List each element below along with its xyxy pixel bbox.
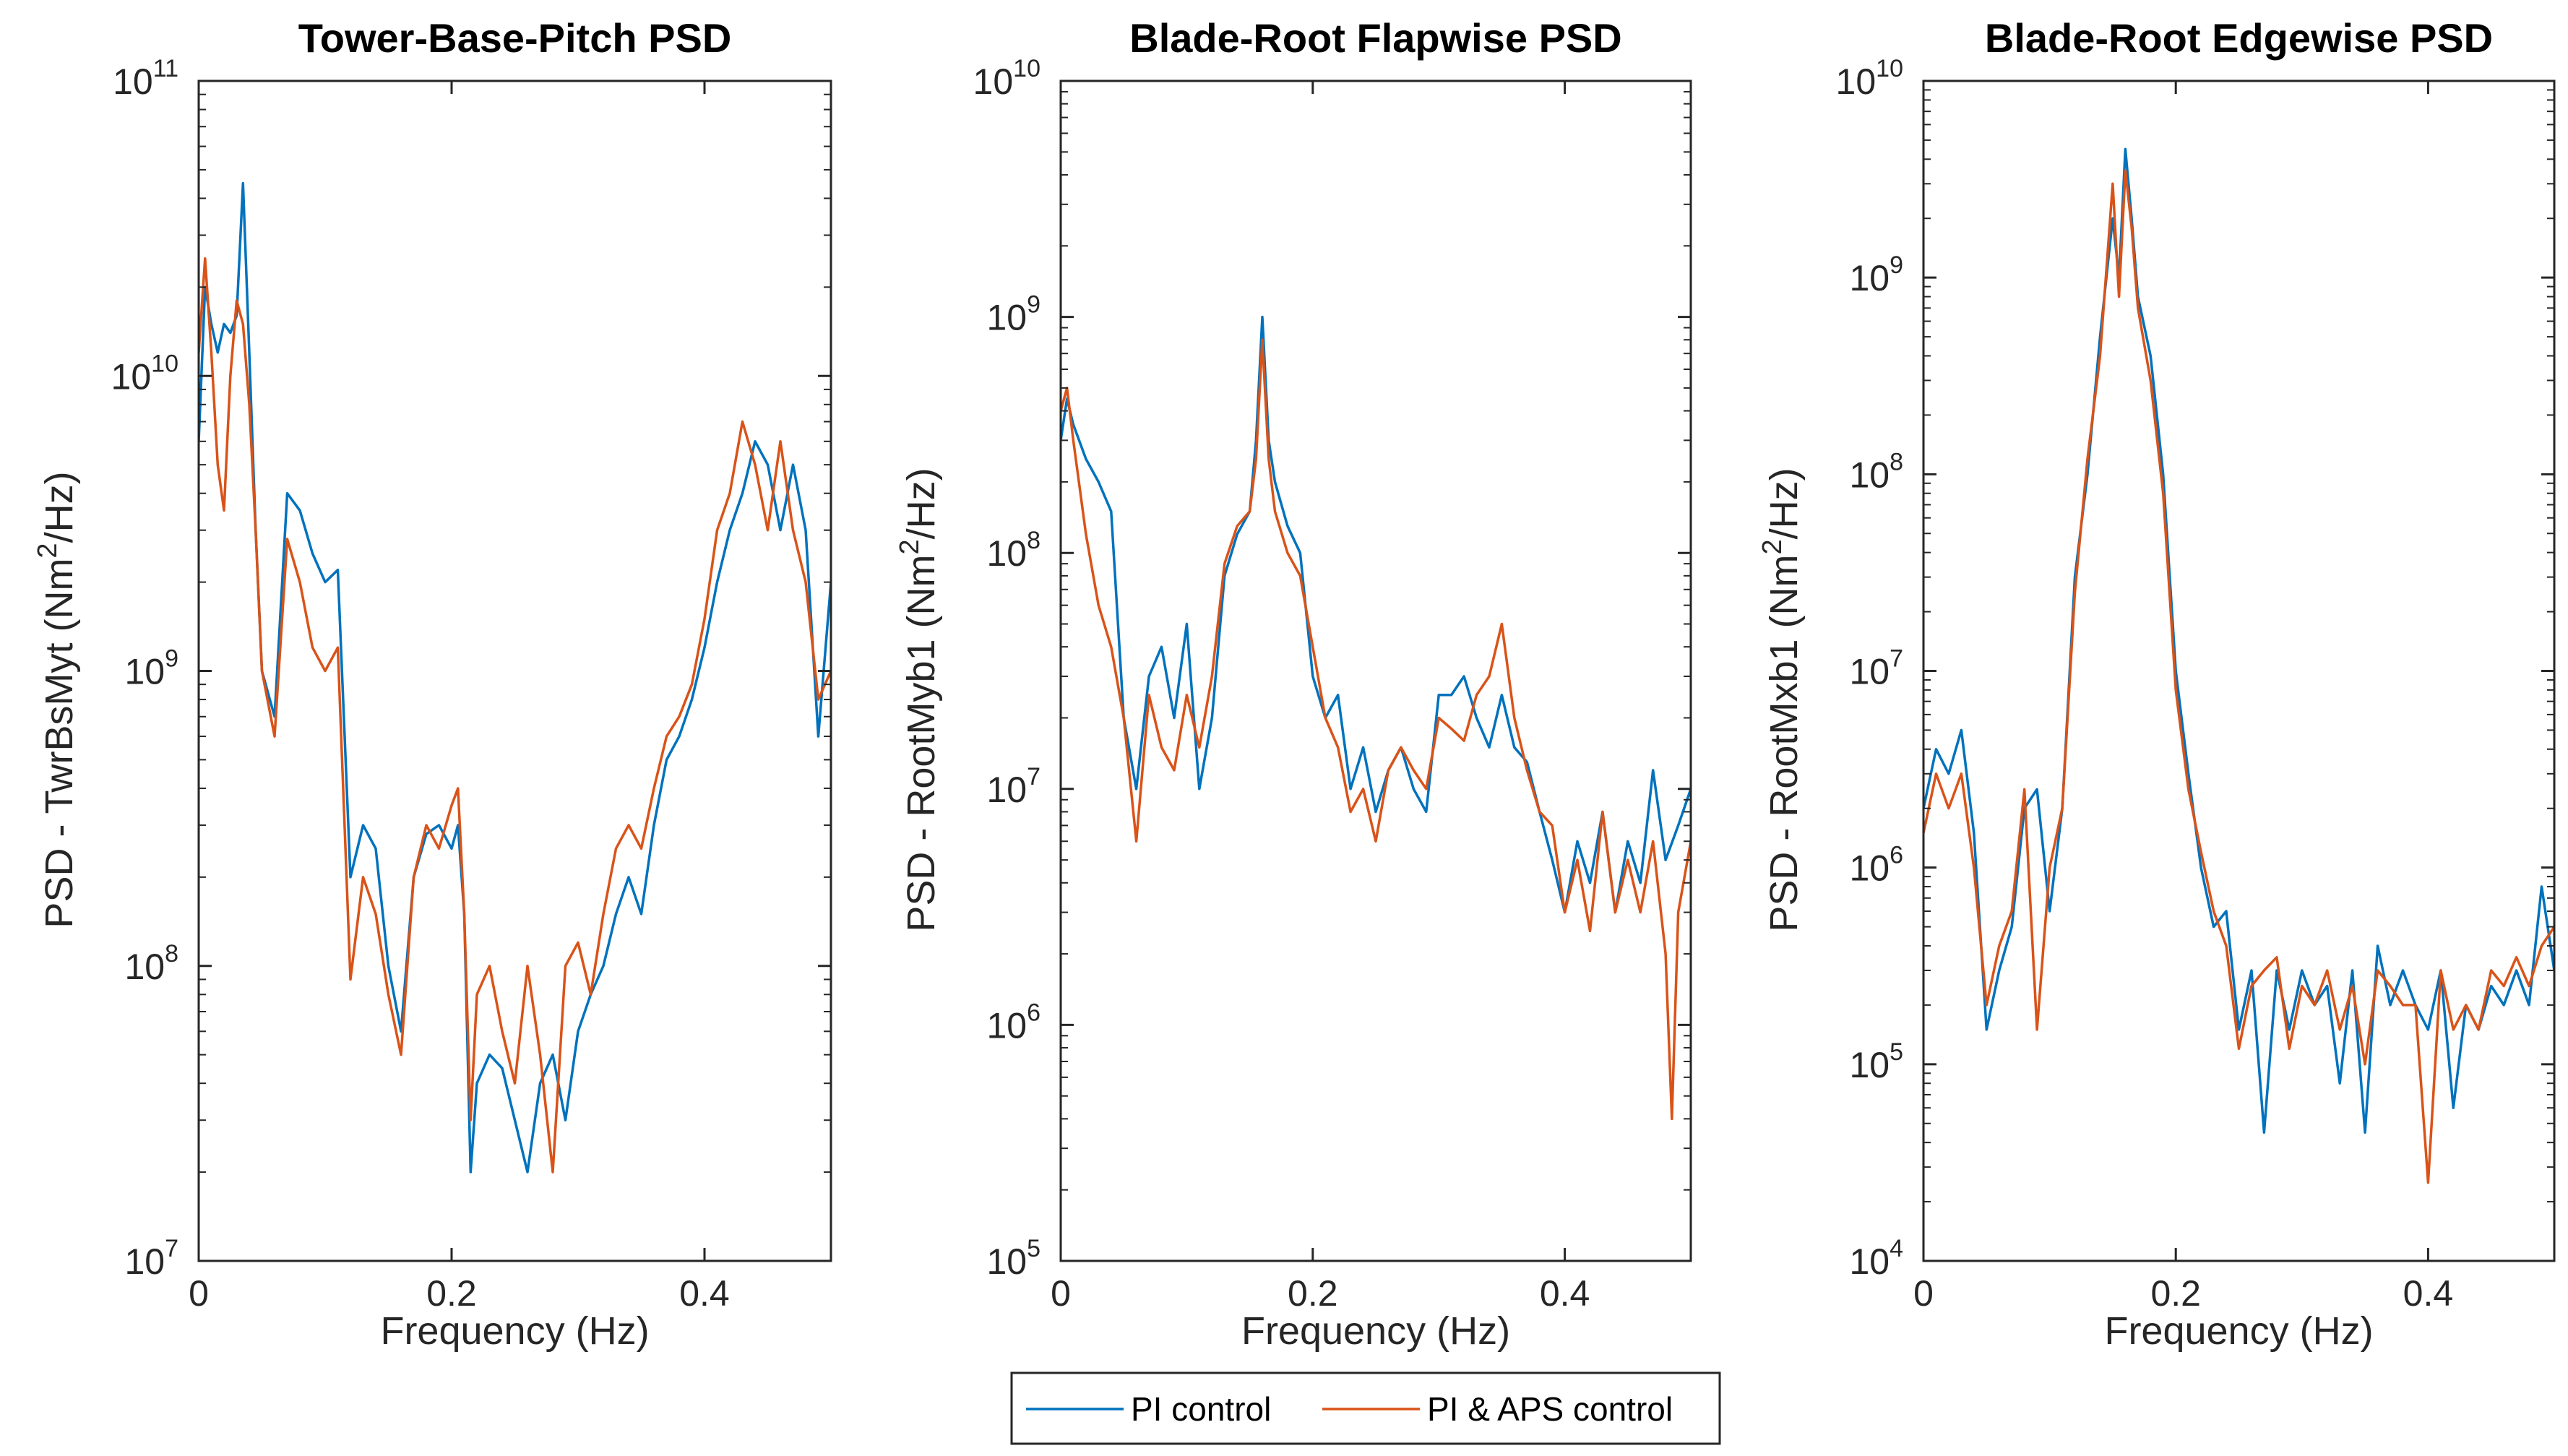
y-tick-exponent: 6 (1890, 842, 1903, 869)
x-tick-label: 0.2 (2150, 1273, 2201, 1314)
y-axis-label-text: /Hz) (38, 471, 81, 543)
x-tick-label: 0 (1051, 1273, 1071, 1314)
y-tick-base: 10 (986, 298, 1027, 338)
y-axis-label: PSD - RootMxb1 (Nm2/Hz) (1757, 468, 1806, 931)
x-tick-label: 0 (189, 1273, 209, 1314)
y-tick-label: 1010 (973, 55, 1040, 102)
y-tick-exponent: 4 (1890, 1235, 1903, 1262)
x-tick-label: 0.4 (679, 1273, 730, 1314)
y-tick-base: 10 (973, 61, 1014, 102)
y-tick-base: 10 (113, 61, 153, 102)
legend: PI control PI & APS control (1010, 1371, 1721, 1445)
y-tick-label: 107 (124, 1235, 178, 1282)
y-tick-exponent: 7 (1027, 763, 1040, 791)
y-tick-exponent: 8 (165, 940, 178, 968)
series-line-aps (1061, 338, 1691, 1121)
y-axis-label-text: PSD - TwrBsMyt (Nm (38, 559, 81, 929)
series-group (1061, 315, 1691, 1121)
y-tick-label: 108 (124, 940, 178, 987)
y-tick-label: 109 (124, 645, 178, 692)
chart-panel-2: Blade-Root Flapwise PSD10510610710810910… (895, 15, 1692, 1353)
x-tick-label: 0.4 (2403, 1273, 2454, 1314)
y-axis-label-superscript: 2 (1757, 539, 1788, 554)
series-line-pi (1061, 315, 1691, 914)
chart-title: Tower-Base-Pitch PSD (298, 15, 732, 61)
x-tick-label: 0.4 (1540, 1273, 1590, 1314)
y-tick-base: 10 (111, 356, 152, 397)
y-tick-exponent: 10 (151, 350, 178, 377)
x-tick-label: 0 (1913, 1273, 1934, 1314)
y-tick-exponent: 5 (1027, 1235, 1040, 1262)
series-group (199, 181, 831, 1173)
y-tick-exponent: 8 (1027, 527, 1040, 554)
y-tick-base: 10 (1849, 258, 1890, 298)
y-axis-label-superscript: 2 (33, 543, 63, 558)
y-tick-label: 108 (1849, 448, 1903, 495)
series-line-aps (1923, 169, 2554, 1184)
legend-label-aps: PI & APS control (1427, 1390, 1673, 1428)
y-tick-label: 109 (1849, 251, 1903, 298)
y-tick-base: 10 (1836, 61, 1877, 102)
y-tick-base: 10 (986, 533, 1027, 574)
y-tick-exponent: 5 (1890, 1038, 1903, 1066)
y-tick-label: 104 (1849, 1235, 1903, 1282)
y-tick-exponent: 9 (1890, 251, 1903, 279)
y-tick-exponent: 7 (165, 1235, 178, 1262)
y-axis-label-superscript: 2 (895, 539, 925, 554)
legend-label-pi: PI control (1131, 1390, 1271, 1428)
x-tick-label: 0.2 (1288, 1273, 1338, 1314)
y-axis-label-text: /Hz) (900, 468, 943, 539)
x-tick-label: 0.2 (426, 1273, 477, 1314)
y-tick-exponent: 9 (1027, 291, 1040, 319)
y-axis-label: PSD - TwrBsMyt (Nm2/Hz) (33, 471, 81, 928)
y-tick-exponent: 10 (1013, 55, 1040, 82)
y-tick-base: 10 (1849, 1241, 1890, 1282)
y-tick-base: 10 (124, 1241, 165, 1282)
y-tick-exponent: 10 (1876, 55, 1903, 82)
y-tick-label: 106 (1849, 842, 1903, 889)
y-tick-exponent: 6 (1027, 999, 1040, 1026)
y-tick-label: 106 (986, 999, 1040, 1046)
y-tick-label: 1011 (113, 55, 178, 102)
y-tick-base: 10 (1849, 652, 1890, 692)
y-tick-label: 105 (1849, 1038, 1903, 1085)
y-axis-label-text: /Hz) (1762, 468, 1806, 539)
series-line-aps (199, 257, 831, 1173)
chart-panel-3: Blade-Root Edgewise PSD10410510610710810… (1757, 15, 2556, 1353)
y-axis-label-text: PSD - RootMxb1 (Nm (1762, 555, 1806, 932)
y-tick-base: 10 (986, 1241, 1027, 1282)
y-tick-label: 1010 (111, 350, 178, 397)
axes-box (1059, 79, 1692, 1262)
y-tick-exponent: 7 (1890, 645, 1903, 673)
x-axis-label: Frequency (Hz) (1241, 1309, 1510, 1353)
y-tick-exponent: 8 (1890, 448, 1903, 475)
y-tick-label: 1010 (1836, 55, 1903, 102)
y-tick-base: 10 (986, 1005, 1027, 1046)
x-axis-label: Frequency (Hz) (2104, 1309, 2373, 1353)
y-axis-label: PSD - RootMyb1 (Nm2/Hz) (895, 468, 943, 931)
y-tick-label: 108 (986, 527, 1040, 574)
y-tick-base: 10 (1849, 455, 1890, 495)
y-tick-label: 107 (1849, 645, 1903, 692)
y-axis-label-text: PSD - RootMyb1 (Nm (900, 555, 943, 932)
y-tick-base: 10 (986, 770, 1027, 810)
y-tick-exponent: 11 (153, 55, 178, 82)
y-tick-exponent: 9 (165, 645, 178, 673)
chart-title: Blade-Root Edgewise PSD (1985, 15, 2493, 61)
y-tick-base: 10 (124, 652, 165, 692)
y-tick-label: 109 (986, 291, 1040, 338)
series-group (1923, 147, 2554, 1184)
y-tick-label: 107 (986, 763, 1040, 810)
y-tick-base: 10 (1849, 848, 1890, 889)
y-tick-base: 10 (124, 947, 165, 987)
x-axis-label: Frequency (Hz) (380, 1309, 649, 1353)
y-tick-base: 10 (1849, 1045, 1890, 1085)
chart-title: Blade-Root Flapwise PSD (1129, 15, 1621, 61)
y-tick-label: 105 (986, 1235, 1040, 1282)
series-line-pi (1923, 147, 2554, 1134)
